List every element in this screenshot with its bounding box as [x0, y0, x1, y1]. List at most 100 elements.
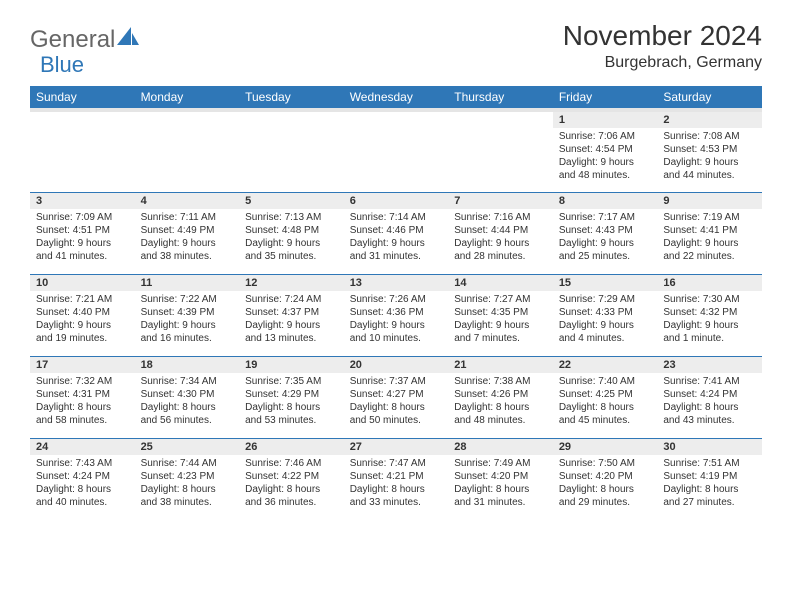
calendar-cell: 27Sunrise: 7:47 AMSunset: 4:21 PMDayligh… — [344, 438, 449, 520]
weekday-header-row: SundayMondayTuesdayWednesdayThursdayFrid… — [30, 86, 762, 110]
calendar-cell: 1Sunrise: 7:06 AMSunset: 4:54 PMDaylight… — [553, 110, 658, 192]
calendar-cell: 10Sunrise: 7:21 AMSunset: 4:40 PMDayligh… — [30, 274, 135, 356]
day-data: Sunrise: 7:16 AMSunset: 4:44 PMDaylight:… — [448, 209, 553, 267]
day-number: 7 — [448, 193, 553, 209]
day-number: 22 — [553, 357, 658, 373]
day-number: 28 — [448, 439, 553, 455]
day-data: Sunrise: 7:24 AMSunset: 4:37 PMDaylight:… — [239, 291, 344, 349]
calendar-cell — [344, 110, 449, 192]
title-block: November 2024 Burgebrach, Germany — [563, 20, 762, 72]
day-data: Sunrise: 7:40 AMSunset: 4:25 PMDaylight:… — [553, 373, 658, 431]
weekday-header: Tuesday — [239, 86, 344, 110]
day-number: 26 — [239, 439, 344, 455]
day-number: 2 — [657, 112, 762, 128]
day-data: Sunrise: 7:22 AMSunset: 4:39 PMDaylight:… — [135, 291, 240, 349]
day-number: 25 — [135, 439, 240, 455]
day-data: Sunrise: 7:06 AMSunset: 4:54 PMDaylight:… — [553, 128, 658, 186]
day-data: Sunrise: 7:13 AMSunset: 4:48 PMDaylight:… — [239, 209, 344, 267]
calendar-row: 17Sunrise: 7:32 AMSunset: 4:31 PMDayligh… — [30, 356, 762, 438]
day-number: 8 — [553, 193, 658, 209]
day-number: 24 — [30, 439, 135, 455]
day-number: 15 — [553, 275, 658, 291]
day-number: 9 — [657, 193, 762, 209]
calendar-cell: 20Sunrise: 7:37 AMSunset: 4:27 PMDayligh… — [344, 356, 449, 438]
calendar-cell: 12Sunrise: 7:24 AMSunset: 4:37 PMDayligh… — [239, 274, 344, 356]
weekday-header: Thursday — [448, 86, 553, 110]
calendar-cell — [135, 110, 240, 192]
day-number: 19 — [239, 357, 344, 373]
day-data: Sunrise: 7:09 AMSunset: 4:51 PMDaylight:… — [30, 209, 135, 267]
day-data: Sunrise: 7:32 AMSunset: 4:31 PMDaylight:… — [30, 373, 135, 431]
day-number: 4 — [135, 193, 240, 209]
day-number: 29 — [553, 439, 658, 455]
calendar-cell — [239, 110, 344, 192]
calendar-cell: 15Sunrise: 7:29 AMSunset: 4:33 PMDayligh… — [553, 274, 658, 356]
day-data: Sunrise: 7:11 AMSunset: 4:49 PMDaylight:… — [135, 209, 240, 267]
calendar-cell: 13Sunrise: 7:26 AMSunset: 4:36 PMDayligh… — [344, 274, 449, 356]
day-number: 10 — [30, 275, 135, 291]
day-data: Sunrise: 7:27 AMSunset: 4:35 PMDaylight:… — [448, 291, 553, 349]
day-data: Sunrise: 7:29 AMSunset: 4:33 PMDaylight:… — [553, 291, 658, 349]
calendar-cell: 25Sunrise: 7:44 AMSunset: 4:23 PMDayligh… — [135, 438, 240, 520]
weekday-header: Friday — [553, 86, 658, 110]
calendar-row: 24Sunrise: 7:43 AMSunset: 4:24 PMDayligh… — [30, 438, 762, 520]
day-number: 20 — [344, 357, 449, 373]
calendar-row: 10Sunrise: 7:21 AMSunset: 4:40 PMDayligh… — [30, 274, 762, 356]
calendar-cell: 7Sunrise: 7:16 AMSunset: 4:44 PMDaylight… — [448, 192, 553, 274]
header: General November 2024 Burgebrach, German… — [30, 20, 762, 72]
calendar-cell: 4Sunrise: 7:11 AMSunset: 4:49 PMDaylight… — [135, 192, 240, 274]
day-number: 1 — [553, 112, 658, 128]
month-title: November 2024 — [563, 20, 762, 52]
day-data: Sunrise: 7:30 AMSunset: 4:32 PMDaylight:… — [657, 291, 762, 349]
day-number: 12 — [239, 275, 344, 291]
calendar-cell: 22Sunrise: 7:40 AMSunset: 4:25 PMDayligh… — [553, 356, 658, 438]
day-data: Sunrise: 7:49 AMSunset: 4:20 PMDaylight:… — [448, 455, 553, 513]
day-number: 16 — [657, 275, 762, 291]
day-data: Sunrise: 7:14 AMSunset: 4:46 PMDaylight:… — [344, 209, 449, 267]
day-number: 5 — [239, 193, 344, 209]
calendar-table: SundayMondayTuesdayWednesdayThursdayFrid… — [30, 86, 762, 520]
calendar-cell — [448, 110, 553, 192]
day-data: Sunrise: 7:41 AMSunset: 4:24 PMDaylight:… — [657, 373, 762, 431]
day-data: Sunrise: 7:50 AMSunset: 4:20 PMDaylight:… — [553, 455, 658, 513]
day-number: 27 — [344, 439, 449, 455]
day-number: 21 — [448, 357, 553, 373]
weekday-header: Wednesday — [344, 86, 449, 110]
calendar-cell: 8Sunrise: 7:17 AMSunset: 4:43 PMDaylight… — [553, 192, 658, 274]
calendar-cell: 21Sunrise: 7:38 AMSunset: 4:26 PMDayligh… — [448, 356, 553, 438]
day-data: Sunrise: 7:17 AMSunset: 4:43 PMDaylight:… — [553, 209, 658, 267]
calendar-cell: 5Sunrise: 7:13 AMSunset: 4:48 PMDaylight… — [239, 192, 344, 274]
day-number: 23 — [657, 357, 762, 373]
day-number: 18 — [135, 357, 240, 373]
calendar-cell: 19Sunrise: 7:35 AMSunset: 4:29 PMDayligh… — [239, 356, 344, 438]
day-number: 13 — [344, 275, 449, 291]
day-data: Sunrise: 7:46 AMSunset: 4:22 PMDaylight:… — [239, 455, 344, 513]
location: Burgebrach, Germany — [563, 54, 762, 72]
day-data: Sunrise: 7:08 AMSunset: 4:53 PMDaylight:… — [657, 128, 762, 186]
calendar-cell: 2Sunrise: 7:08 AMSunset: 4:53 PMDaylight… — [657, 110, 762, 192]
day-data: Sunrise: 7:34 AMSunset: 4:30 PMDaylight:… — [135, 373, 240, 431]
weekday-header: Monday — [135, 86, 240, 110]
weekday-header: Sunday — [30, 86, 135, 110]
day-number: 3 — [30, 193, 135, 209]
day-data: Sunrise: 7:35 AMSunset: 4:29 PMDaylight:… — [239, 373, 344, 431]
calendar-cell: 29Sunrise: 7:50 AMSunset: 4:20 PMDayligh… — [553, 438, 658, 520]
calendar-cell: 24Sunrise: 7:43 AMSunset: 4:24 PMDayligh… — [30, 438, 135, 520]
day-data: Sunrise: 7:51 AMSunset: 4:19 PMDaylight:… — [657, 455, 762, 513]
day-number: 30 — [657, 439, 762, 455]
weekday-header: Saturday — [657, 86, 762, 110]
calendar-cell: 28Sunrise: 7:49 AMSunset: 4:20 PMDayligh… — [448, 438, 553, 520]
logo-text-2: Blue — [40, 52, 84, 78]
logo: General — [30, 20, 141, 54]
day-data: Sunrise: 7:37 AMSunset: 4:27 PMDaylight:… — [344, 373, 449, 431]
calendar-row: 3Sunrise: 7:09 AMSunset: 4:51 PMDaylight… — [30, 192, 762, 274]
calendar-cell: 14Sunrise: 7:27 AMSunset: 4:35 PMDayligh… — [448, 274, 553, 356]
calendar-cell: 23Sunrise: 7:41 AMSunset: 4:24 PMDayligh… — [657, 356, 762, 438]
day-data: Sunrise: 7:44 AMSunset: 4:23 PMDaylight:… — [135, 455, 240, 513]
calendar-cell: 17Sunrise: 7:32 AMSunset: 4:31 PMDayligh… — [30, 356, 135, 438]
day-number: 6 — [344, 193, 449, 209]
day-number: 14 — [448, 275, 553, 291]
day-data: Sunrise: 7:38 AMSunset: 4:26 PMDaylight:… — [448, 373, 553, 431]
sail-icon — [117, 26, 139, 54]
calendar-cell: 3Sunrise: 7:09 AMSunset: 4:51 PMDaylight… — [30, 192, 135, 274]
